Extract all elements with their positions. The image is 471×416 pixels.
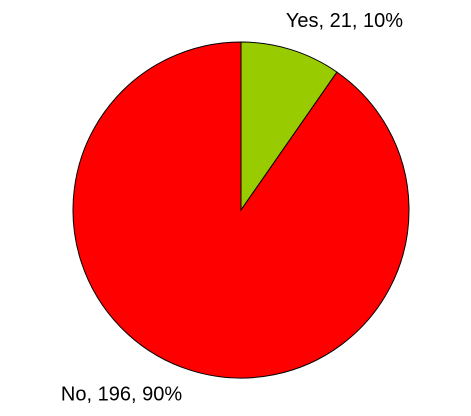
slice-label: Yes, 21, 10%	[286, 10, 403, 32]
pie-slice	[240, 41, 338, 212]
slice-label: No, 196, 90%	[61, 384, 182, 406]
pie-slice	[72, 41, 410, 379]
